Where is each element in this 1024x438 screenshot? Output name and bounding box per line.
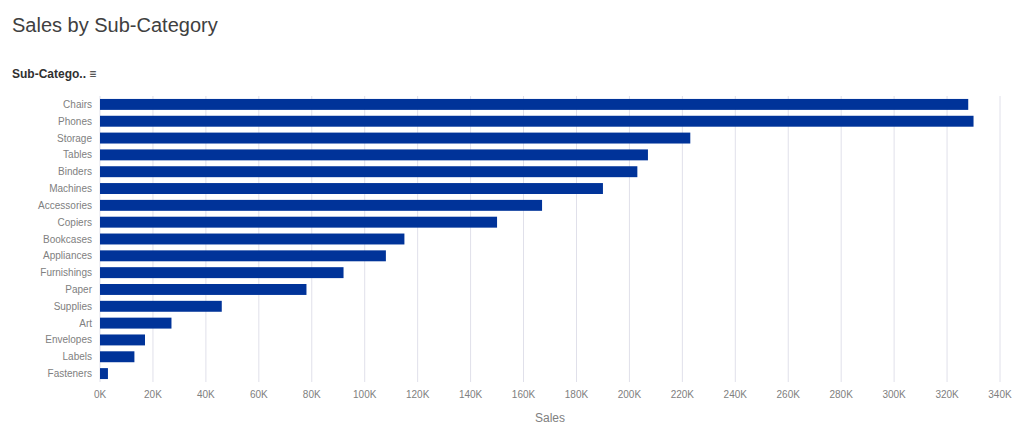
y-tick-label: Bookcases — [43, 234, 92, 245]
bar — [100, 116, 974, 127]
y-ticks: Chairs Phones Storage Tables Binders Machines… — [38, 99, 93, 379]
y-tick-label: Appliances — [43, 250, 92, 261]
bar — [100, 133, 690, 144]
x-tick-label: 340K — [988, 389, 1012, 400]
bar — [100, 318, 171, 329]
x-tick-label: 300K — [882, 389, 906, 400]
x-tick-label: 320K — [935, 389, 959, 400]
bar — [100, 200, 542, 211]
bars — [100, 99, 974, 379]
x-tick-label: 80K — [303, 389, 321, 400]
x-tick-label: 160K — [512, 389, 536, 400]
grid-line — [947, 96, 948, 382]
x-tick-label: 240K — [724, 389, 748, 400]
bar — [100, 99, 968, 110]
y-tick-label: Labels — [63, 351, 92, 362]
bar — [100, 351, 134, 362]
x-tick-label: 280K — [829, 389, 853, 400]
y-tick-label: Furnishings — [40, 267, 92, 278]
y-tick-label: Storage — [57, 133, 92, 144]
x-tick-label: 260K — [777, 389, 801, 400]
x-tick-label: 0K — [94, 389, 107, 400]
x-tick-label: 20K — [144, 389, 162, 400]
chart-svg: Sales by Sub-Category Sub-Catego.. ≡ 0K 20K… — [0, 0, 1024, 438]
y-tick-label: Chairs — [63, 99, 92, 110]
bar — [100, 334, 145, 345]
y-tick-label: Art — [79, 318, 92, 329]
y-tick-label: Paper — [65, 284, 92, 295]
y-tick-label: Machines — [49, 183, 92, 194]
x-tick-label: 220K — [671, 389, 695, 400]
x-ticks: 0K 20K 40K 60K 80K 100K 120K 140K 160K 180K 200K 22… — [94, 389, 1012, 400]
bar — [100, 166, 637, 177]
y-tick-label: Copiers — [58, 217, 92, 228]
x-tick-label: 120K — [406, 389, 430, 400]
bar — [100, 149, 648, 160]
bar — [100, 267, 344, 278]
bar — [100, 284, 306, 295]
title: Sales by Sub-Category — [12, 14, 218, 36]
y-tick-label: Fasteners — [48, 368, 92, 379]
y-tick-label: Accessories — [38, 200, 92, 211]
grid — [100, 96, 1000, 382]
grid-line — [788, 96, 789, 382]
grid-line — [841, 96, 842, 382]
chart-container: Sales by Sub-Category Sub-Catego.. ≡ 0K 20K… — [0, 0, 1024, 438]
bar — [100, 368, 108, 379]
grid-line — [1000, 96, 1001, 382]
grid-line — [735, 96, 736, 382]
x-tick-label: 40K — [197, 389, 215, 400]
x-tick-label: 60K — [250, 389, 268, 400]
y-tick-label: Tables — [63, 149, 92, 160]
y-tick-label: Envelopes — [45, 334, 92, 345]
y-tick-label: Binders — [58, 166, 92, 177]
x-tick-label: 100K — [353, 389, 377, 400]
y-axis-label: Sub-Catego.. ≡ — [12, 67, 96, 81]
y-tick-label: Phones — [58, 116, 92, 127]
grid-line — [894, 96, 895, 382]
y-tick-label: Supplies — [54, 301, 92, 312]
x-tick-label: 140K — [459, 389, 483, 400]
bar — [100, 234, 404, 245]
bar — [100, 217, 497, 228]
x-tick-label: 200K — [618, 389, 642, 400]
x-tick-label: 180K — [565, 389, 589, 400]
bar — [100, 250, 386, 261]
x-axis-label: Sales — [535, 411, 565, 425]
bar — [100, 183, 603, 194]
bar — [100, 301, 222, 312]
